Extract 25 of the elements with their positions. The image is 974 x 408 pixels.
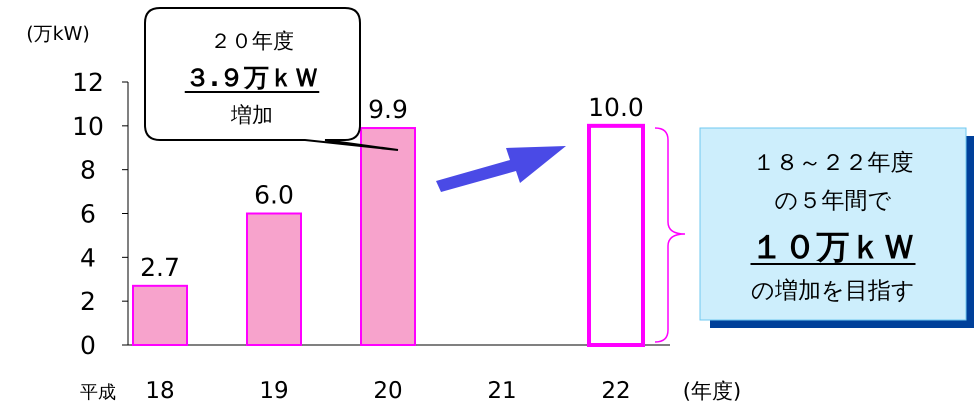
bar [132, 284, 188, 346]
y-axis-title: (万kW) [26, 23, 90, 45]
y-tick-label: 10 [72, 112, 104, 141]
y-tick-label: 4 [80, 243, 96, 272]
text: 平成 [80, 382, 116, 403]
data-label: 10.0 [588, 92, 644, 122]
y-tick-label: 8 [80, 156, 96, 185]
x-tick-label: 22 [601, 378, 631, 404]
x-tick-label: 18 [145, 378, 175, 404]
x-tick-label: 19 [259, 378, 289, 404]
y-tick-label: 0 [80, 331, 96, 360]
annotation: ３.９万ｋＷ [184, 63, 320, 92]
x-axis-title: (年度) [682, 379, 742, 403]
y-tick-label: 6 [80, 200, 96, 228]
bar [246, 212, 302, 346]
x-tick-label: 21 [487, 378, 517, 404]
y-tick-label: 12 [72, 68, 104, 97]
annotation: 増加 [230, 103, 273, 127]
data-label: 9.9 [368, 95, 408, 124]
y-tick-label: 2 [80, 287, 96, 316]
text: ２０年度 [210, 29, 294, 53]
x-tick-label: 20 [373, 378, 403, 404]
data-label: 2.7 [140, 252, 180, 282]
bar [360, 127, 416, 346]
data-label: 6.0 [254, 180, 294, 210]
